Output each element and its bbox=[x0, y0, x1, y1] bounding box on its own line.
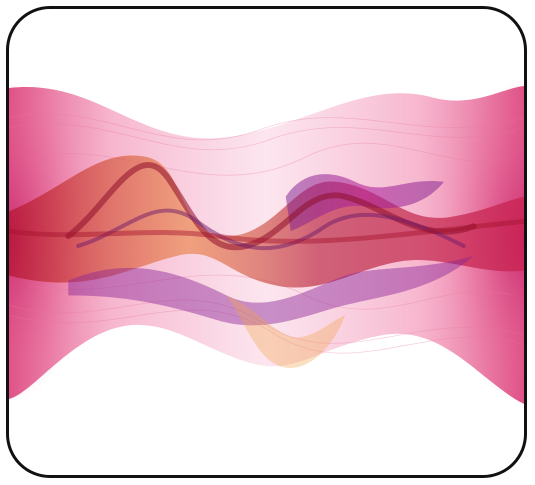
wave-flare-orange bbox=[226, 295, 346, 368]
abstract-wave-artwork bbox=[9, 78, 524, 404]
wave-band-core bbox=[9, 155, 524, 288]
wave-ribbon-purple-lower bbox=[68, 255, 474, 326]
dark-ribbon-strands bbox=[9, 162, 524, 251]
thin-line-waves bbox=[9, 113, 524, 354]
rounded-image-frame bbox=[6, 6, 527, 478]
